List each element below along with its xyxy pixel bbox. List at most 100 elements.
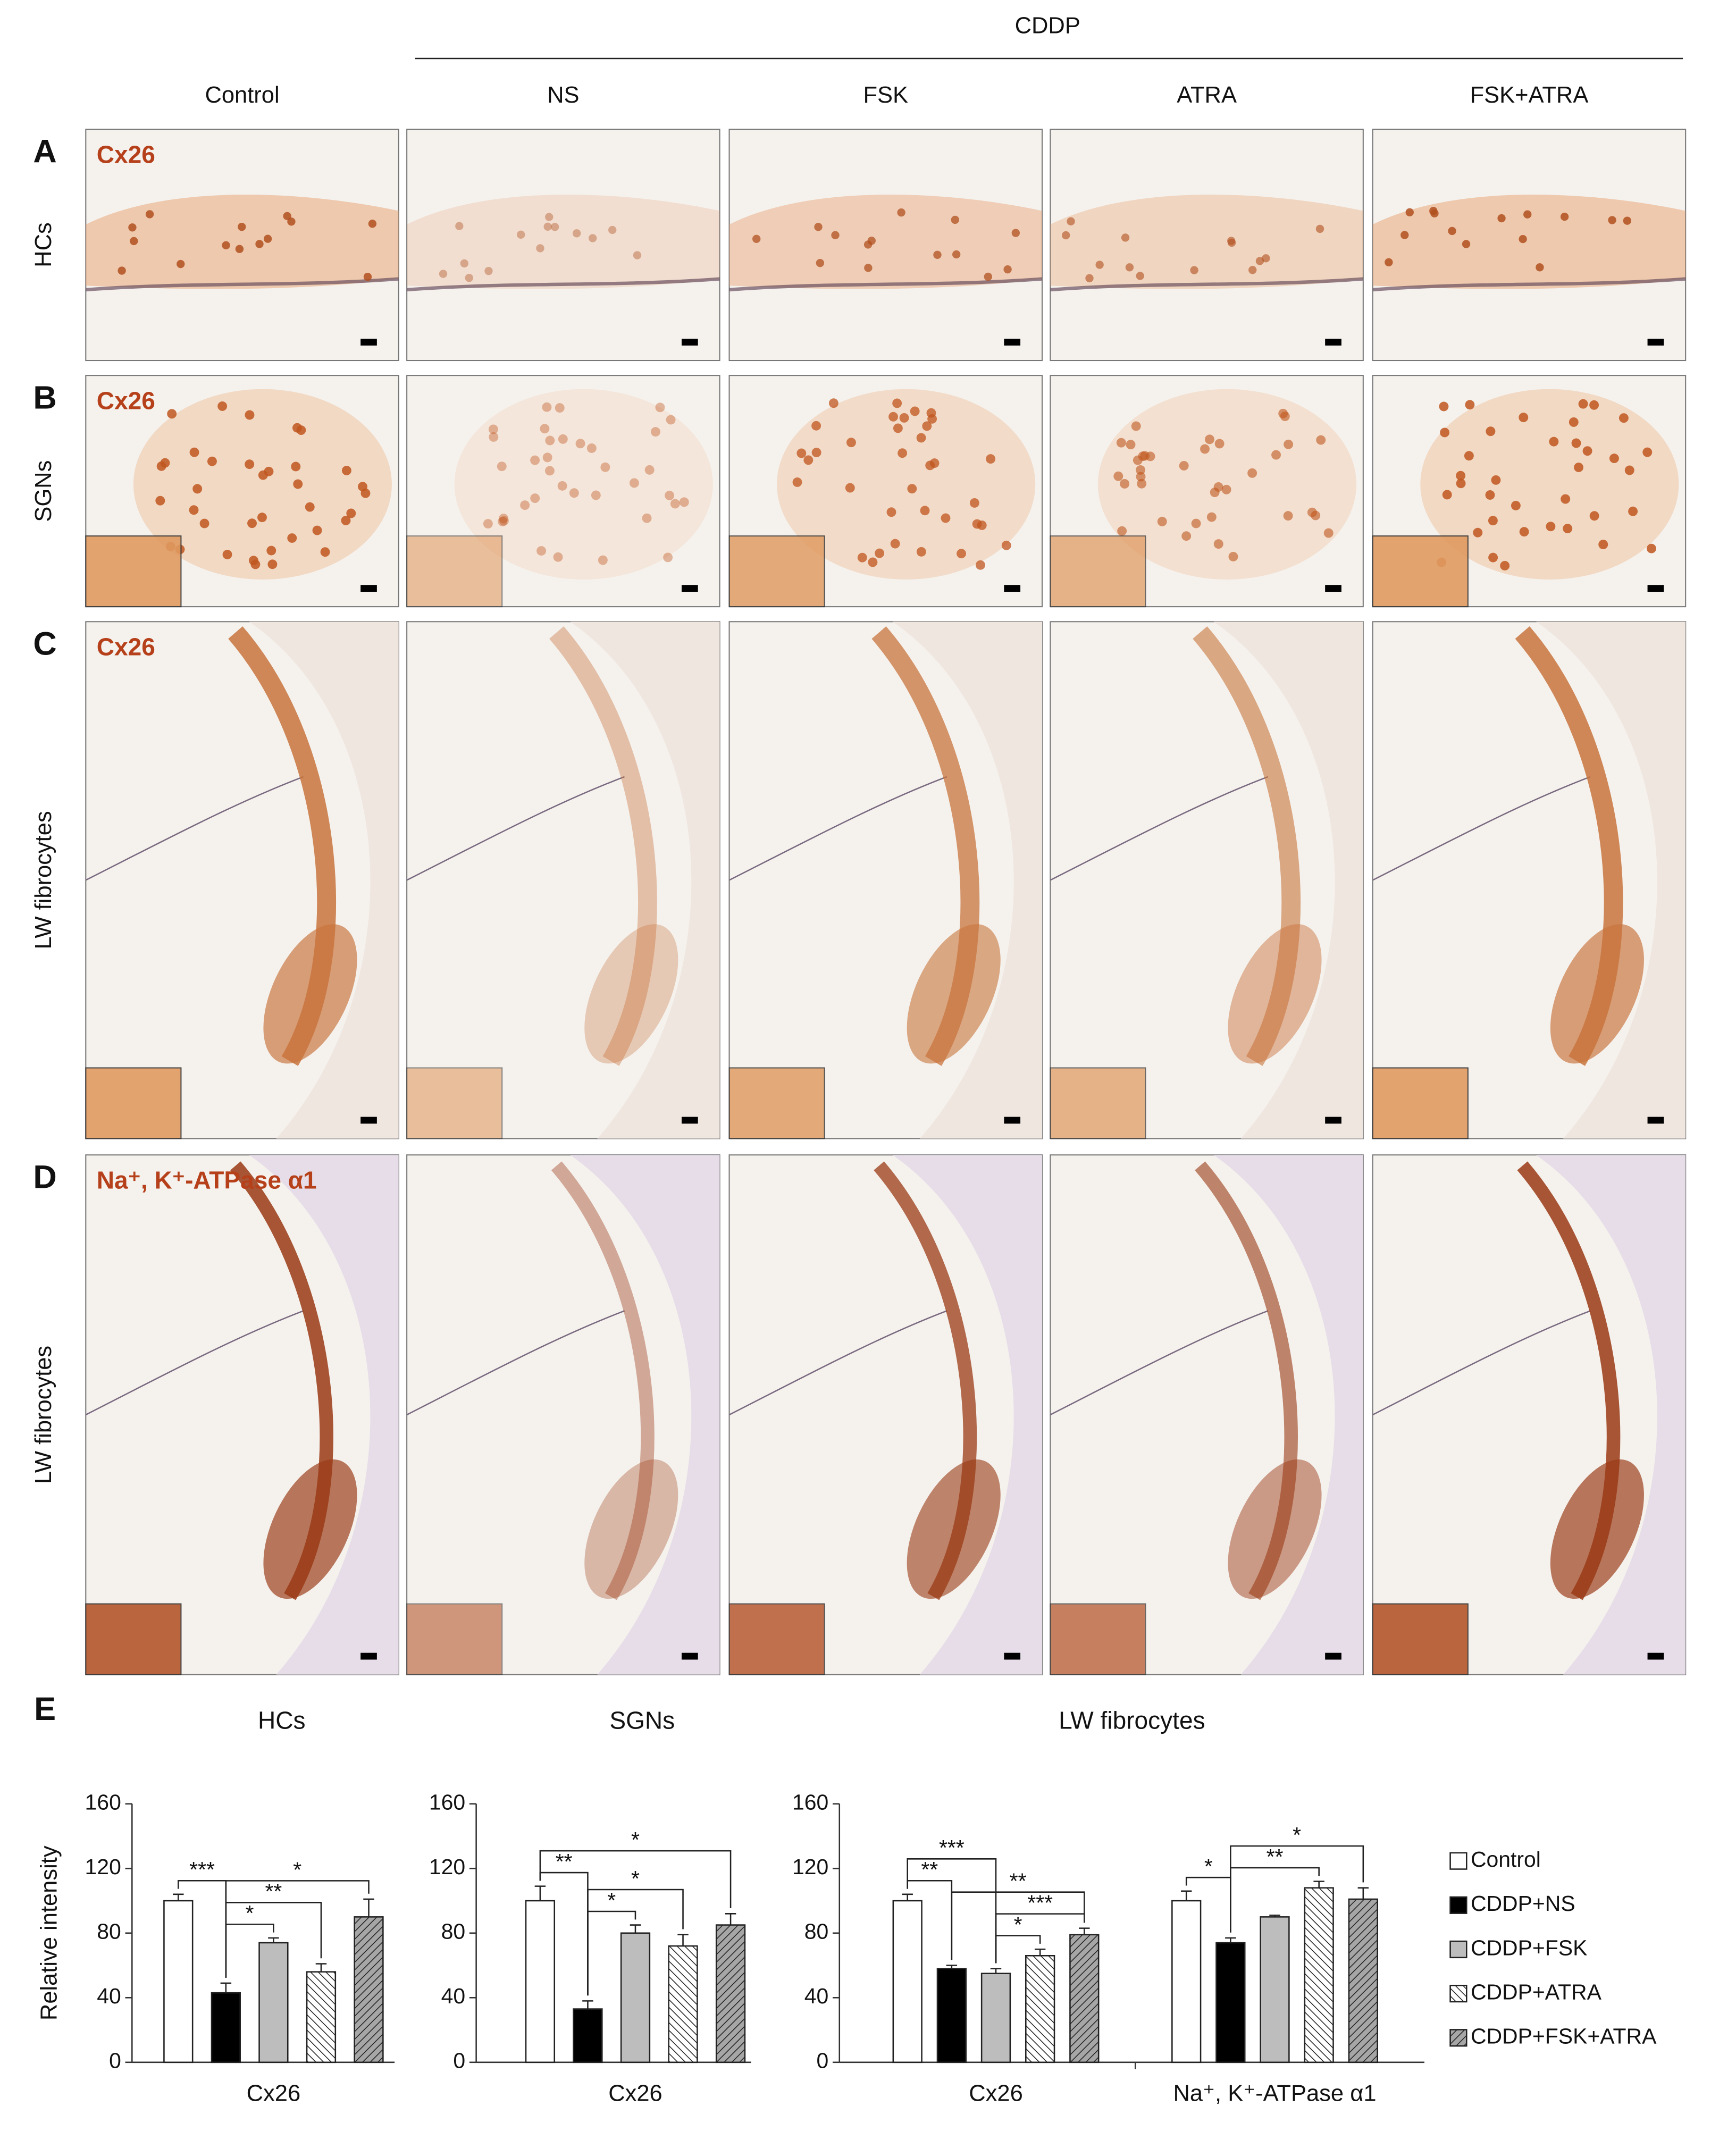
membrane <box>729 776 947 881</box>
scale-bar <box>360 339 377 346</box>
cell <box>811 421 821 431</box>
cell <box>1561 494 1571 504</box>
bone <box>249 1155 399 1675</box>
cell <box>287 533 297 543</box>
significance-bracket <box>1230 1845 1364 1933</box>
cell <box>868 557 878 567</box>
cell <box>922 421 932 431</box>
cell <box>1624 465 1634 475</box>
micrograph <box>1372 129 1687 362</box>
cell <box>1284 439 1294 449</box>
cell <box>553 552 563 562</box>
cell <box>589 234 597 242</box>
error-bar <box>725 1913 736 1925</box>
tissue <box>1372 622 1686 1139</box>
cell <box>1609 454 1619 464</box>
cell <box>363 272 372 281</box>
ganglion <box>777 389 1036 580</box>
cell <box>1574 463 1583 472</box>
tissue-band <box>86 195 399 289</box>
legend-swatch <box>1449 1984 1467 2003</box>
inset <box>728 1603 825 1675</box>
error-bar <box>1269 1915 1280 1917</box>
cell <box>1125 263 1134 272</box>
cell <box>167 409 177 419</box>
cell <box>536 546 547 556</box>
scale-bar <box>1325 1652 1341 1660</box>
cell <box>1571 438 1581 448</box>
micrograph <box>728 375 1043 608</box>
bar <box>980 1973 1011 2063</box>
bar <box>1215 1942 1246 2063</box>
error-bar <box>220 1982 232 1993</box>
tissue <box>1372 1155 1686 1675</box>
chart-title: LW fibrocytes <box>1059 1706 1205 1734</box>
cell <box>1519 527 1529 537</box>
cell <box>499 514 509 523</box>
y-tick-label: 120 <box>429 1855 465 1879</box>
error-bar <box>315 1963 327 1972</box>
membrane <box>407 277 720 292</box>
panel-letter: E <box>34 1691 56 1727</box>
micrograph-frame <box>406 129 720 362</box>
cell <box>929 458 940 468</box>
tissue <box>454 389 713 580</box>
cell <box>1311 510 1321 521</box>
membrane <box>1050 776 1269 881</box>
y-tick-label: 0 <box>453 2049 465 2073</box>
legend-swatch <box>1449 2029 1467 2047</box>
cell <box>867 237 876 245</box>
bar <box>715 1924 746 2063</box>
panel-letter: B <box>33 379 56 416</box>
cell <box>569 488 579 498</box>
bar <box>306 1971 337 2063</box>
legend-swatch <box>1449 1896 1467 1914</box>
membrane <box>1050 1310 1269 1416</box>
tissue <box>86 622 399 1139</box>
x-tick-label: Cx26 <box>608 2081 662 2107</box>
cell <box>1271 450 1281 460</box>
cell <box>941 513 951 523</box>
cell <box>263 234 272 243</box>
inset <box>85 535 182 608</box>
y-tick-label: 160 <box>429 1790 465 1814</box>
cell <box>1191 518 1201 528</box>
cell <box>1120 479 1130 489</box>
error-bar <box>363 1898 374 1917</box>
cell <box>1497 214 1506 223</box>
inset <box>1050 535 1146 608</box>
micrograph <box>1050 129 1364 362</box>
cell <box>864 264 873 272</box>
micrograph <box>406 129 720 362</box>
micrograph-frame <box>728 129 1043 362</box>
error-bar <box>1313 1881 1324 1888</box>
cell <box>543 222 552 231</box>
legend-label: CDDP+NS <box>1471 1891 1575 1916</box>
cell <box>1190 266 1198 274</box>
cell <box>341 516 351 525</box>
scale-bar <box>1004 585 1021 592</box>
ganglion <box>1420 389 1679 580</box>
significance-label: * <box>1204 1854 1213 1878</box>
cell <box>1456 471 1466 481</box>
bar <box>1260 1916 1290 2063</box>
cell <box>670 499 680 509</box>
micrograph <box>728 1154 1043 1675</box>
cell <box>957 549 967 559</box>
membrane <box>86 1310 304 1416</box>
membrane <box>86 277 399 292</box>
tissue <box>86 1155 399 1675</box>
inset <box>1050 1067 1146 1139</box>
micrograph <box>1050 375 1364 608</box>
significance-label: * <box>631 1866 640 1891</box>
cell <box>1136 272 1144 280</box>
error-bar <box>946 1965 958 1969</box>
cell <box>1623 216 1632 225</box>
cell <box>1589 511 1599 521</box>
tissue <box>86 195 399 292</box>
cell <box>1179 460 1189 471</box>
cell <box>238 222 246 231</box>
scale-bar <box>681 1117 698 1124</box>
error-bar <box>990 1968 1002 1974</box>
